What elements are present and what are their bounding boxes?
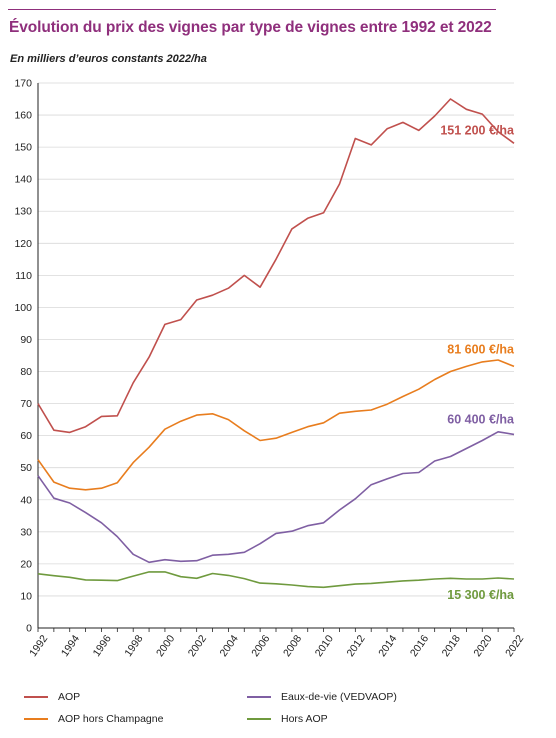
y-tick-label: 30	[20, 526, 32, 538]
x-tick-labels: 1992 1994 1996 1998 2000 2002 2004 2006 2008 2010…	[27, 633, 526, 659]
y-tick-label: 60	[20, 430, 32, 442]
x-tick-label: 1994	[59, 633, 82, 659]
y-tick-label: 130	[14, 206, 32, 218]
x-tick-label: 1998	[122, 633, 145, 659]
x-tick-label: 2000	[154, 633, 177, 659]
y-tick-label: 40	[20, 494, 32, 506]
series-line-eaux-de-vie	[37, 430, 515, 564]
x-tick-label: 2006	[249, 633, 272, 659]
chart-title: Évolution du prix des vignes par type de…	[9, 19, 492, 36]
x-tick-label: 2012	[344, 633, 367, 659]
y-tick-label: 120	[14, 238, 32, 250]
y-tick-label: 10	[20, 590, 32, 602]
series-line-hors-aop	[37, 571, 515, 589]
y-tick-label: 70	[20, 398, 32, 410]
y-tick-label: 100	[14, 302, 32, 314]
x-tick-label: 2010	[313, 633, 336, 659]
y-tick-label: 160	[14, 110, 32, 122]
y-tick-labels: 0 10 20 30 40 50 60 70 80 90 100 110 120 130 140 150 160…	[14, 78, 32, 635]
chart-subtitle: En milliers d’euros constants 2022/ha	[10, 53, 207, 65]
y-tick-label: 90	[20, 334, 32, 346]
x-tick-label: 2014	[376, 633, 399, 659]
x-tick-label: 2004	[218, 633, 241, 659]
x-tick-label: 2016	[408, 633, 431, 659]
y-tick-label: 110	[15, 270, 32, 282]
x-tick-label: 1992	[27, 633, 50, 659]
x-tick-label: 2018	[440, 633, 463, 659]
series-lines	[37, 98, 515, 589]
y-tick-label: 170	[14, 78, 32, 90]
end-label-hors-aop: 15 300 €/ha	[447, 588, 515, 602]
x-tick-label: 2002	[186, 633, 209, 659]
end-value-labels: 151 200 €/ha 81 600 €/ha 60 400 €/ha 15 300…	[440, 123, 515, 602]
end-label-aop: 151 200 €/ha	[440, 123, 515, 137]
x-tick-label: 1996	[91, 633, 114, 659]
series-line-aop	[37, 98, 515, 434]
end-label-eaux-de-vie: 60 400 €/ha	[447, 412, 515, 426]
x-tick-label: 2020	[471, 633, 494, 659]
gridlines	[38, 82, 514, 597]
y-tick-label: 20	[20, 558, 32, 570]
y-tick-label: 0	[26, 623, 32, 635]
y-tick-label: 50	[20, 462, 32, 474]
end-label-aop-hors-champagne: 81 600 €/ha	[447, 342, 515, 356]
x-tick-label: 2022	[503, 633, 526, 659]
y-tick-label: 150	[14, 142, 32, 154]
x-tick-label: 2008	[281, 633, 304, 659]
title-rule	[8, 9, 496, 10]
axes	[37, 83, 515, 632]
y-tick-label: 140	[14, 174, 32, 186]
series-line-aop-hors-champagne	[37, 359, 515, 491]
y-tick-label: 80	[20, 366, 32, 378]
